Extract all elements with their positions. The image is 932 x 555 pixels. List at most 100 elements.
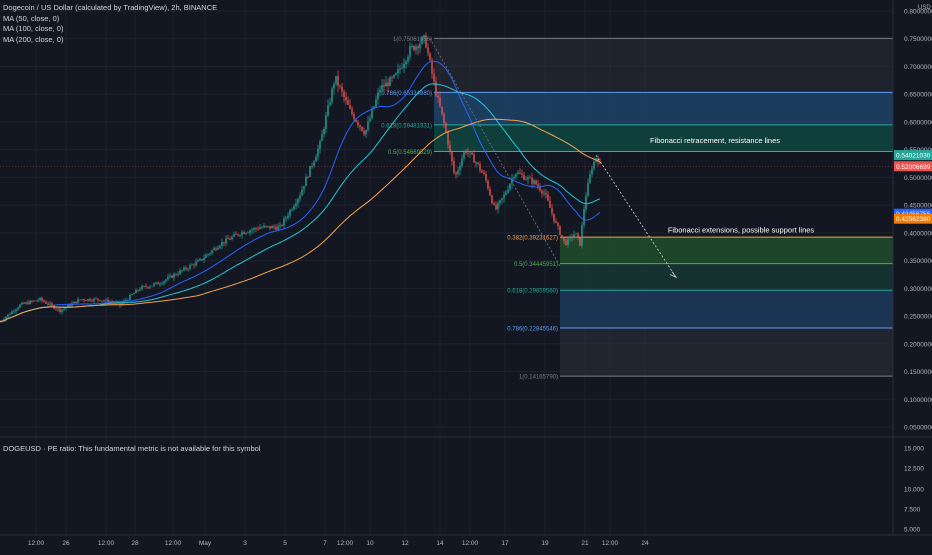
candle-body xyxy=(547,194,549,201)
moving-averages xyxy=(0,60,601,323)
candle-body xyxy=(223,242,225,244)
pe-tick-label: 7.500 xyxy=(904,507,921,514)
candle-body xyxy=(45,301,47,304)
price-tick-label: 0.45000000 xyxy=(904,203,932,210)
candle-body xyxy=(163,281,165,284)
price-tick-label: 0.10000000 xyxy=(904,397,932,404)
candle-body xyxy=(573,234,575,238)
candle-body xyxy=(461,158,463,167)
candle-body xyxy=(505,192,507,195)
candle-body xyxy=(307,176,309,178)
candle-body xyxy=(303,186,305,190)
candle-body xyxy=(583,209,585,225)
candle-body xyxy=(415,46,417,51)
candle-body xyxy=(203,257,205,261)
candle-body xyxy=(261,227,263,229)
candle-body xyxy=(523,174,525,180)
candle-body xyxy=(433,73,435,82)
time-tick-label: 21 xyxy=(581,540,589,547)
candle-body xyxy=(479,164,481,171)
price-tick-label: 0.30000000 xyxy=(904,286,932,293)
candle-body xyxy=(377,92,379,100)
time-tick-label: 12:00 xyxy=(28,540,45,547)
candle-body xyxy=(323,128,325,135)
time-tick-label: 12:00 xyxy=(462,540,479,547)
ma200-line xyxy=(0,118,601,323)
candle-body xyxy=(273,226,275,228)
time-tick-label: 3 xyxy=(243,540,247,547)
candle-body xyxy=(351,108,353,115)
candle-body xyxy=(157,282,159,285)
candle-body xyxy=(7,314,9,317)
candle-body xyxy=(91,300,93,302)
candle-body xyxy=(301,189,303,196)
candle-body xyxy=(237,234,239,236)
candle-body xyxy=(199,258,201,261)
candle-body xyxy=(257,228,259,230)
candle-body xyxy=(347,100,349,105)
candle-body xyxy=(97,298,99,300)
time-tick-label: 12 xyxy=(401,540,409,547)
candle-body xyxy=(395,73,397,75)
currency-label: USD xyxy=(918,5,931,11)
candle-body xyxy=(315,156,317,162)
candle-body xyxy=(145,286,147,287)
price-marker-label: 0.42562380 xyxy=(896,216,931,223)
indicator-ma200[interactable]: MA (200, close, 0) xyxy=(3,34,64,44)
candle-body xyxy=(195,261,197,266)
candle-body xyxy=(37,300,39,302)
candle-body xyxy=(285,217,287,219)
candle-body xyxy=(181,270,183,272)
pe-ratio-pane-title[interactable]: DOGEUSD · PE ratio: This fundamental met… xyxy=(3,444,261,453)
candle-body xyxy=(197,260,199,262)
candle-body xyxy=(221,242,223,246)
candle-body xyxy=(59,308,61,313)
candle-body xyxy=(385,82,387,87)
fib-retr-zone-786 xyxy=(434,92,893,125)
candle-body xyxy=(69,304,71,307)
fibonacci-drawings[interactable]: 1(0.75061066)0.786(0.65334980)0.618(0.59… xyxy=(381,37,893,381)
fib-ext-zone-5 xyxy=(560,263,893,291)
candle-body xyxy=(435,81,437,96)
candle-body xyxy=(47,303,49,305)
indicator-ma100[interactable]: MA (100, close, 0) xyxy=(3,24,64,33)
candle-body xyxy=(371,109,373,119)
symbol-title[interactable]: Dogecoin / US Dollar (calculated by Trad… xyxy=(3,3,218,12)
candle-body xyxy=(581,224,583,246)
candle-body xyxy=(381,85,383,90)
candle-body xyxy=(591,168,593,175)
candle-body xyxy=(575,233,577,235)
fib-retr-annotation: Fibonacci retracement, resistance lines xyxy=(650,136,780,145)
candle-body xyxy=(507,189,509,193)
fib-ext-zone-786 xyxy=(560,327,893,377)
candle-body xyxy=(443,113,445,124)
candle-body xyxy=(579,237,581,246)
candlestick-series xyxy=(0,32,601,323)
candle-body xyxy=(105,299,107,301)
candle-body xyxy=(521,173,523,175)
candle-body xyxy=(409,46,411,57)
candle-body xyxy=(549,200,551,208)
candle-body xyxy=(85,300,87,302)
candle-body xyxy=(463,151,465,159)
candle-body xyxy=(239,234,241,236)
candle-body xyxy=(499,200,501,204)
candle-body xyxy=(509,183,511,190)
indicator-ma50[interactable]: MA (50, close, 0) xyxy=(3,13,60,23)
candle-body xyxy=(553,213,555,222)
candle-body xyxy=(485,174,487,181)
candle-body xyxy=(263,225,265,228)
fib-ext-label: 1(0.14165790) xyxy=(519,375,558,381)
candle-body xyxy=(427,47,429,54)
candle-body xyxy=(217,247,219,250)
candle-body xyxy=(567,238,569,245)
candle-body xyxy=(135,290,137,294)
candle-body xyxy=(283,218,285,226)
trend-drawings[interactable] xyxy=(0,38,893,279)
candle-body xyxy=(277,226,279,230)
candle-body xyxy=(535,180,537,185)
candle-body xyxy=(15,309,17,312)
candle-body xyxy=(245,232,247,234)
